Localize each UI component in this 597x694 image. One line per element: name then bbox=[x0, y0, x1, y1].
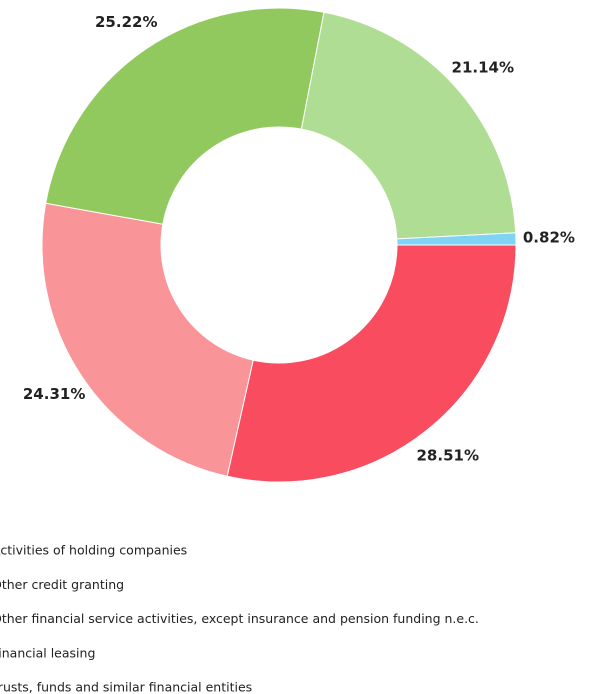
legend-label: Other financial service activities, exce… bbox=[0, 611, 479, 626]
value-label: 25.22% bbox=[95, 13, 157, 31]
donut-slice bbox=[41, 202, 254, 477]
legend-label: Financial leasing bbox=[0, 645, 95, 660]
legend-label: Trusts, funds and similar financial enti… bbox=[0, 680, 252, 694]
donut-slice bbox=[300, 11, 517, 240]
value-label: 28.51% bbox=[417, 446, 479, 464]
value-label: 24.31% bbox=[23, 385, 85, 403]
value-label: 0.82% bbox=[523, 229, 575, 247]
donut-slice bbox=[45, 7, 325, 225]
legend-label: Other credit granting bbox=[0, 577, 124, 592]
donut-slice bbox=[396, 232, 517, 246]
legend-label: Activities of holding companies bbox=[0, 543, 187, 558]
donut-slice bbox=[226, 244, 517, 483]
value-label: 21.14% bbox=[452, 58, 514, 76]
